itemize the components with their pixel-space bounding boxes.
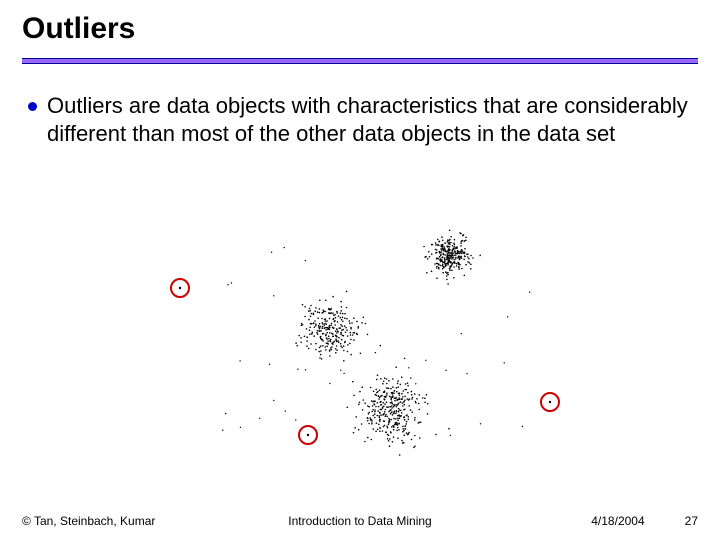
footer-authors: © Tan, Steinbach, Kumar <box>22 514 155 528</box>
clusters-group <box>295 230 481 456</box>
footer: © Tan, Steinbach, Kumar Introduction to … <box>22 514 698 528</box>
footer-book: Introduction to Data Mining <box>288 514 431 528</box>
page-title: Outliers <box>22 12 135 46</box>
outliers-group <box>171 279 559 444</box>
title-divider-inner <box>22 59 698 63</box>
footer-date: 4/18/2004 <box>591 514 644 528</box>
bullet-text: Outliers are data objects with character… <box>47 92 690 148</box>
scatter-figure <box>90 210 630 460</box>
bullet-block: Outliers are data objects with character… <box>28 92 690 148</box>
footer-page: 27 <box>685 514 698 528</box>
bullet-dot-icon <box>28 102 37 111</box>
slide: Outliers Outliers are data objects with … <box>0 0 720 540</box>
bullet-item: Outliers are data objects with character… <box>28 92 690 148</box>
noise-group <box>222 247 530 436</box>
